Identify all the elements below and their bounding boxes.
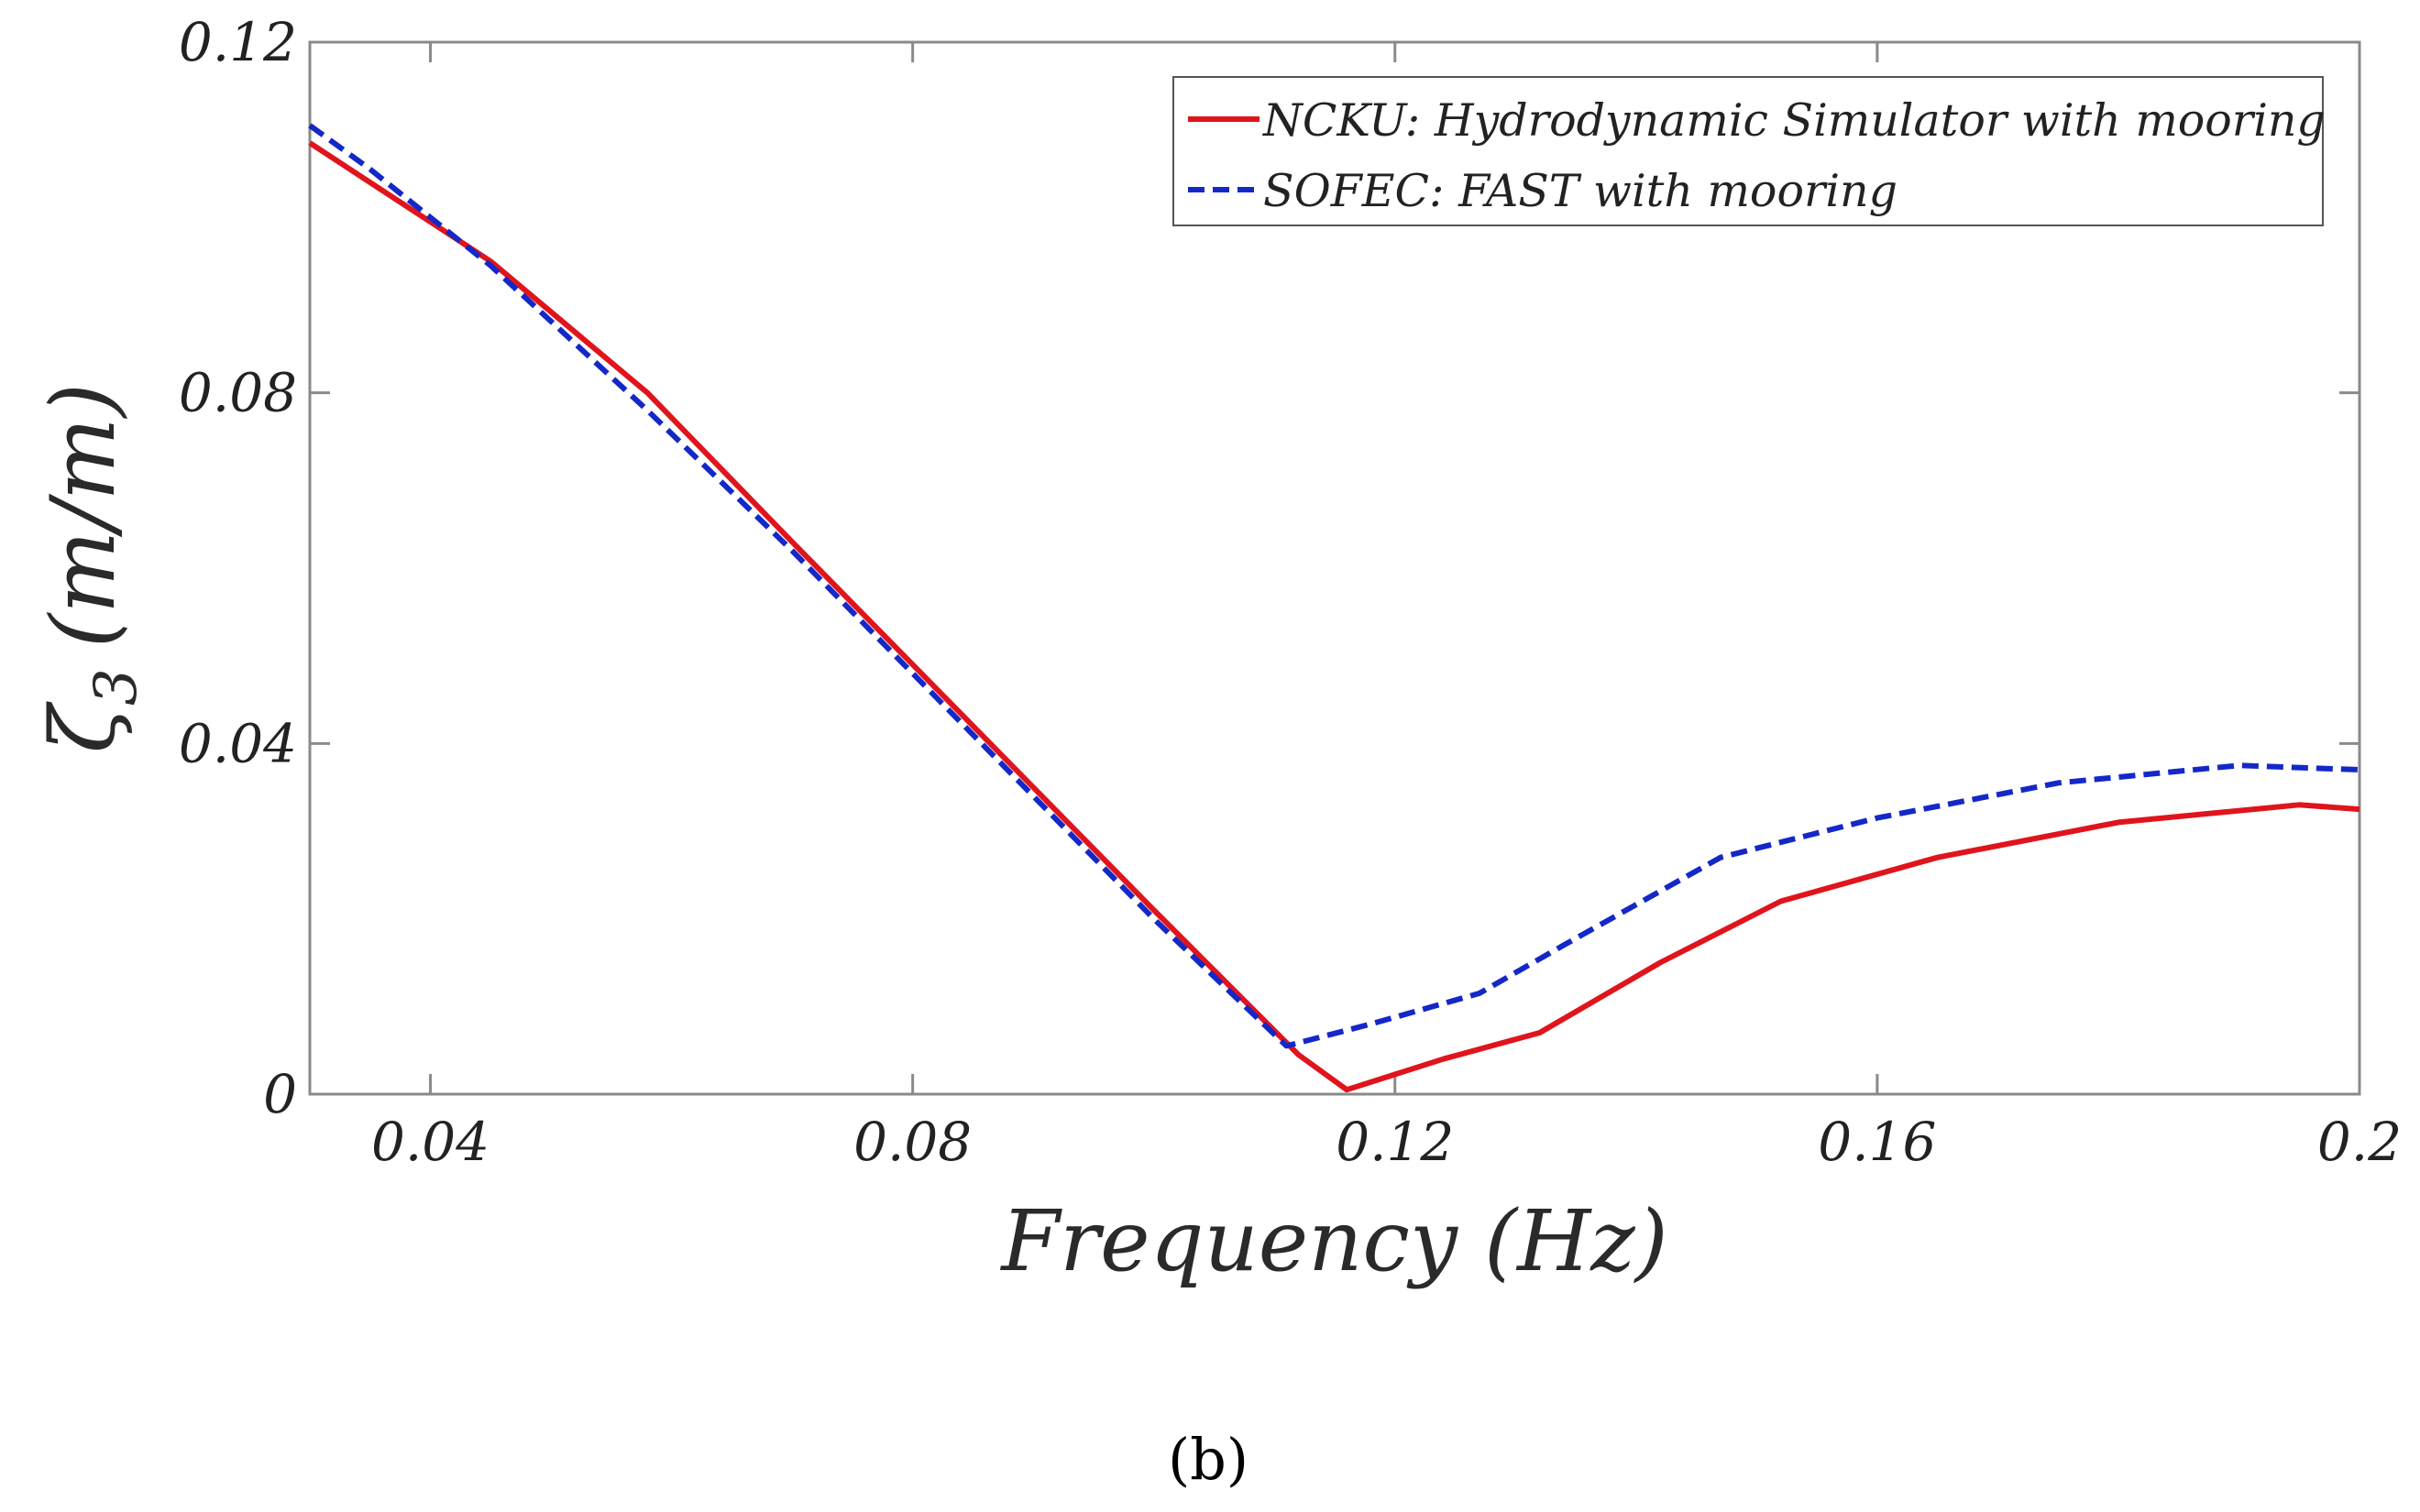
y-tick-label: 0.12	[179, 11, 297, 73]
y-tick-label: 0	[263, 1063, 297, 1125]
legend: NCKU: Hydrodynamic Simulator with moorin…	[1172, 76, 2326, 226]
y-axis-symbol: ζ	[32, 701, 135, 753]
y-axis-label: ζ3 (m/m)	[32, 383, 150, 753]
y-axis-subscript: 3	[82, 668, 150, 706]
x-tick-label: 0.04	[371, 1111, 490, 1173]
x-axis-label: Frequency (Hz)	[999, 1192, 1667, 1290]
y-tick-label: 0.04	[179, 712, 297, 774]
legend-entry-sofec: SOFEC: FAST with mooring	[1263, 165, 1898, 217]
y-axis-label-text: ζ3 (m/m)	[32, 383, 150, 753]
x-ticks: 0.04 0.08 0.12 0.16 0.2	[371, 42, 2402, 1173]
x-tick-label: 0.08	[853, 1111, 972, 1173]
y-axis-unit: (m/m)	[32, 383, 135, 648]
series-layer	[308, 123, 2360, 1093]
series-line-ncku	[308, 140, 2360, 1093]
x-tick-label: 0.12	[1336, 1111, 1454, 1173]
legend-entry-ncku: NCKU: Hydrodynamic Simulator with moorin…	[1262, 94, 2326, 147]
x-tick-label: 0.2	[2317, 1111, 2402, 1173]
legend-box	[1172, 76, 2324, 226]
y-ticks: 0 0.04 0.08 0.12	[179, 11, 2360, 1125]
series-line-sofec	[308, 123, 2360, 1049]
y-tick-label: 0.08	[179, 362, 297, 424]
x-tick-label: 0.16	[1818, 1111, 1936, 1173]
figure-caption: (b)	[1168, 1426, 1248, 1493]
